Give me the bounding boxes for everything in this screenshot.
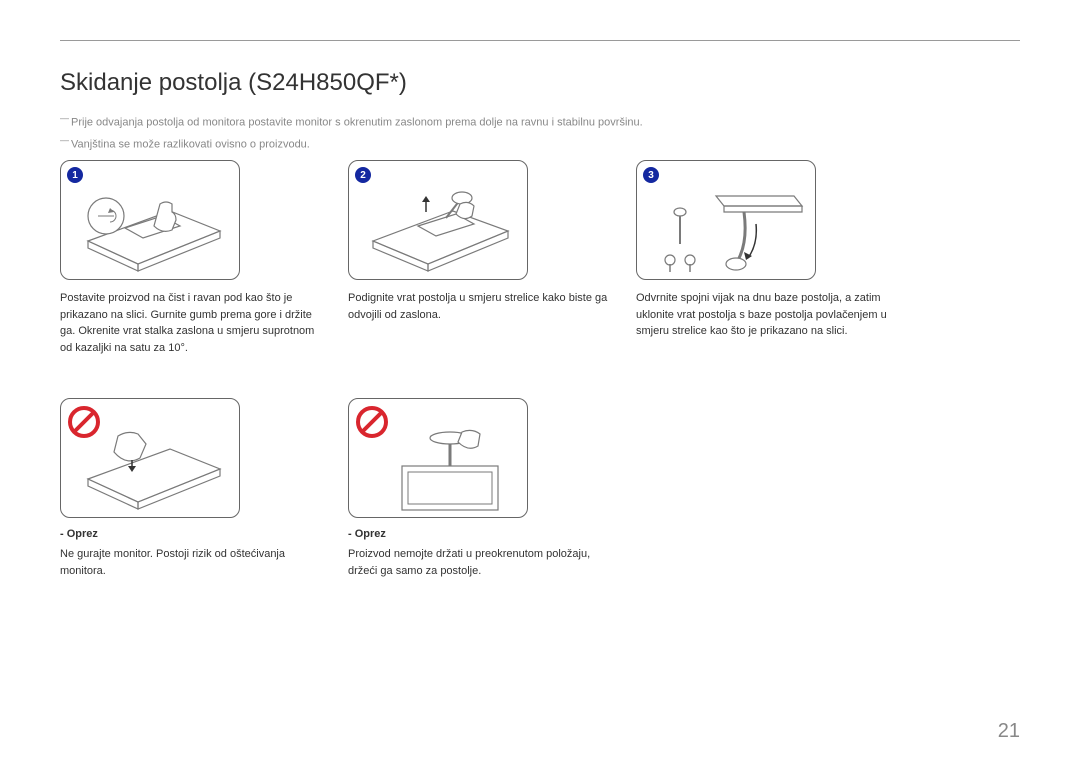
illustration-1: [61, 183, 239, 279]
illustration-caution-1: [61, 421, 239, 517]
step-1-text: Postavite proizvod na čist i ravan pod k…: [60, 290, 320, 356]
caution-diagram-2: [348, 398, 528, 518]
page-title: Skidanje postolja (S24H850QF*): [60, 69, 1020, 97]
top-divider: [60, 40, 1020, 41]
diagram-2: 2: [348, 160, 528, 280]
caution-1-label: - Oprez: [60, 528, 320, 540]
step-2: 2: [348, 160, 608, 356]
cautions-row: - Oprez Ne gurajte monitor. Postoji rizi…: [60, 398, 1020, 579]
step-3-text: Odvrnite spojni vijak na dnu baze postol…: [636, 290, 896, 340]
steps-row-1: 1: [60, 160, 1020, 356]
caution-1-text: Ne gurajte monitor. Postoji rizik od ošt…: [60, 546, 320, 579]
illustration-3: [637, 183, 815, 279]
note-1: ―Prije odvajanja postolja od monitora po…: [60, 113, 1020, 129]
caution-diagram-1: [60, 398, 240, 518]
page-number: 21: [998, 720, 1020, 743]
step-badge-1: 1: [67, 167, 83, 183]
caution-2-label: - Oprez: [348, 528, 608, 540]
step-badge-3: 3: [643, 167, 659, 183]
illustration-2: [349, 183, 527, 279]
caution-2: - Oprez Proizvod nemojte držati u preokr…: [348, 398, 608, 579]
diagram-3: 3: [636, 160, 816, 280]
step-2-text: Podignite vrat postolja u smjeru strelic…: [348, 290, 608, 323]
note-2: ―Vanjština se može razlikovati ovisno o …: [60, 135, 1020, 151]
step-1: 1: [60, 160, 320, 356]
diagram-1: 1: [60, 160, 240, 280]
step-badge-2: 2: [355, 167, 371, 183]
illustration-caution-2: [349, 421, 527, 517]
caution-1: - Oprez Ne gurajte monitor. Postoji rizi…: [60, 398, 320, 579]
caution-2-text: Proizvod nemojte držati u preokrenutom p…: [348, 546, 608, 579]
step-3: 3: [636, 160, 896, 356]
